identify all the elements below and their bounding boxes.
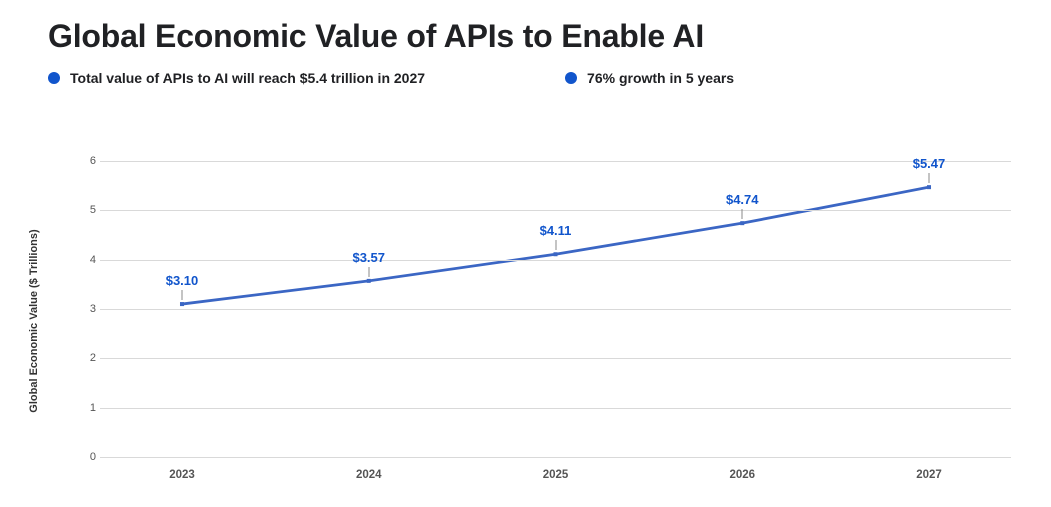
data-point-marker: [554, 252, 558, 256]
data-label-callout: [368, 267, 369, 277]
data-point-marker: [367, 279, 371, 283]
data-label-callout: [742, 209, 743, 219]
y-tick-label: 0: [80, 451, 96, 463]
bullet-icon: [48, 72, 60, 84]
data-point-marker: [180, 302, 184, 306]
x-tick-label: 2025: [543, 469, 569, 481]
subtitle-text: Total value of APIs to AI will reach $5.…: [70, 69, 425, 88]
data-point-marker: [927, 185, 931, 189]
gridline: [100, 358, 1011, 359]
gridline: [100, 260, 1011, 261]
gridline: [100, 210, 1011, 211]
data-label-callout: [555, 240, 556, 250]
plot-area: 012345620232024202520262027$3.10$3.57$4.…: [100, 161, 1011, 457]
chart-title: Global Economic Value of APIs to Enable …: [48, 18, 1011, 55]
subtitle-item: Total value of APIs to AI will reach $5.…: [48, 69, 425, 88]
data-label-callout: [929, 173, 930, 183]
chart-area: Global Economic Value ($ Trillions) 0123…: [48, 151, 1021, 491]
data-point-marker: [740, 221, 744, 225]
subtitle-item: 76% growth in 5 years: [565, 69, 734, 88]
y-tick-label: 3: [80, 303, 96, 315]
x-tick-label: 2026: [729, 469, 755, 481]
x-tick-label: 2024: [356, 469, 382, 481]
y-tick-label: 6: [80, 155, 96, 167]
subtitle-row: Total value of APIs to AI will reach $5.…: [48, 69, 1011, 88]
data-point-label: $3.57: [352, 250, 385, 265]
gridline: [100, 309, 1011, 310]
data-point-label: $3.10: [166, 273, 199, 288]
x-tick-label: 2027: [916, 469, 942, 481]
data-point-label: $4.74: [726, 192, 759, 207]
x-tick-label: 2023: [169, 469, 195, 481]
y-tick-label: 4: [80, 254, 96, 266]
gridline: [100, 408, 1011, 409]
data-point-label: $4.11: [540, 223, 572, 238]
gridline: [100, 457, 1011, 458]
y-tick-label: 5: [80, 204, 96, 216]
y-tick-label: 2: [80, 352, 96, 364]
data-point-label: $5.47: [913, 156, 946, 171]
y-tick-label: 1: [80, 402, 96, 414]
chart-container: Global Economic Value of APIs to Enable …: [0, 0, 1051, 507]
subtitle-text: 76% growth in 5 years: [587, 69, 734, 88]
gridline: [100, 161, 1011, 162]
bullet-icon: [565, 72, 577, 84]
data-label-callout: [181, 290, 182, 300]
y-axis-label: Global Economic Value ($ Trillions): [28, 229, 40, 412]
